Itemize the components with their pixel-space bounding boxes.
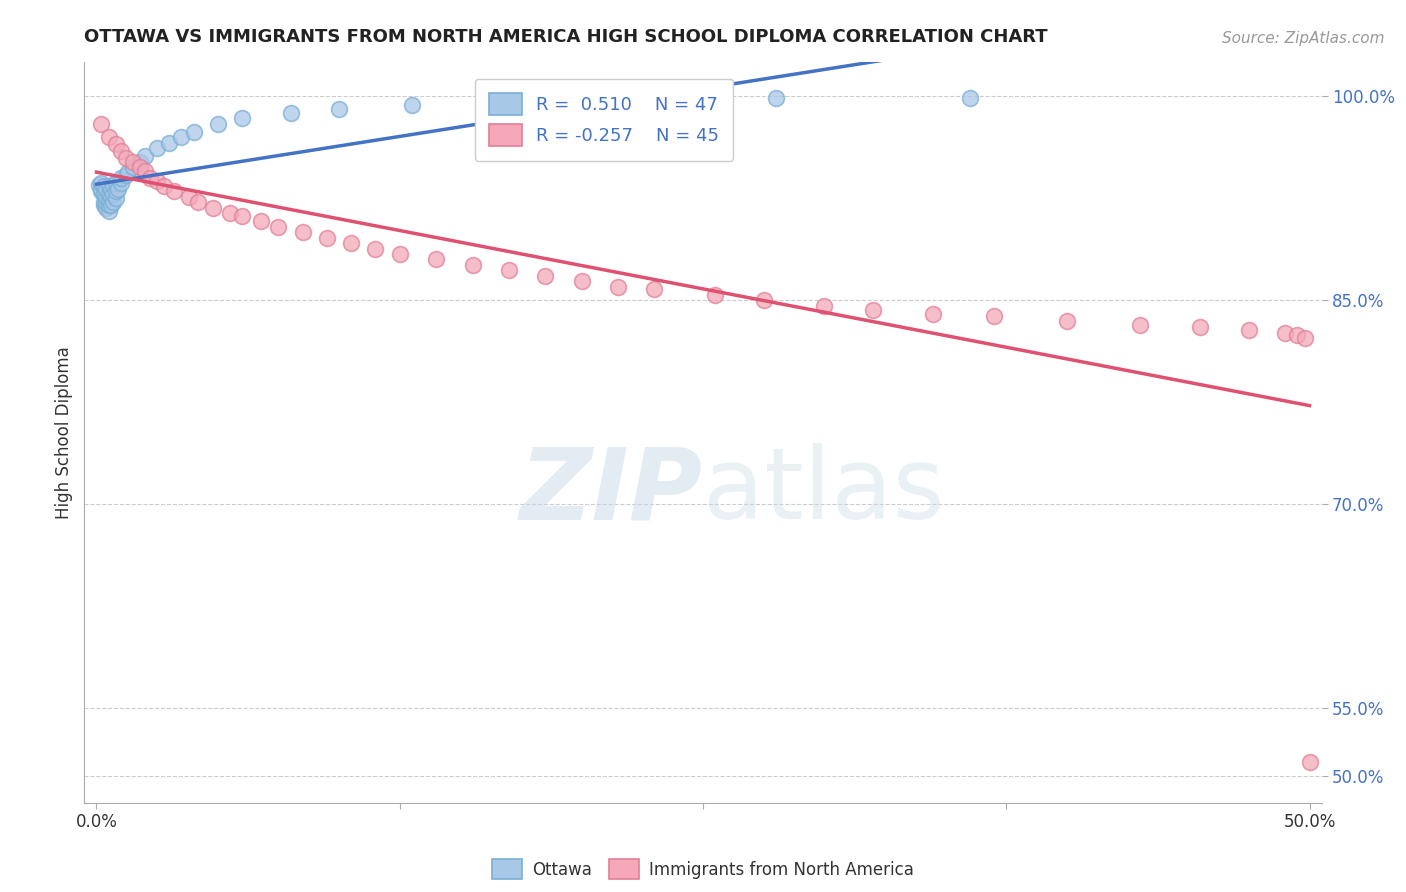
- Point: [93, 195, 115, 210]
- Point: [96, 190, 118, 204]
- Point: [97, 179, 120, 194]
- Point: [107, 182, 129, 196]
- Text: atlas: atlas: [703, 443, 945, 541]
- Point: [364, 242, 387, 256]
- Point: [813, 299, 835, 313]
- Point: [103, 187, 125, 202]
- Y-axis label: High School Diploma: High School Diploma: [55, 346, 73, 519]
- Point: [187, 195, 209, 210]
- Point: [1237, 323, 1260, 337]
- Point: [146, 141, 169, 155]
- Point: [401, 97, 423, 112]
- Point: [1129, 318, 1152, 332]
- Point: [97, 203, 120, 218]
- Point: [134, 149, 156, 163]
- Point: [103, 178, 125, 192]
- Point: [104, 177, 127, 191]
- Point: [110, 144, 132, 158]
- Point: [250, 214, 273, 228]
- Point: [122, 160, 145, 174]
- Point: [90, 177, 112, 191]
- Point: [1298, 755, 1320, 769]
- Point: [104, 185, 127, 199]
- Point: [96, 195, 118, 210]
- Point: [103, 195, 125, 210]
- Point: [498, 263, 520, 277]
- Point: [146, 173, 169, 187]
- Point: [114, 168, 136, 182]
- Point: [93, 187, 115, 202]
- Point: [163, 185, 186, 199]
- Point: [104, 191, 127, 205]
- Point: [1056, 313, 1078, 327]
- Point: [922, 307, 945, 321]
- Point: [267, 219, 290, 234]
- Point: [100, 198, 122, 212]
- Point: [134, 164, 156, 178]
- Point: [100, 182, 122, 196]
- Point: [110, 177, 132, 191]
- Text: OTTAWA VS IMMIGRANTS FROM NORTH AMERICA HIGH SCHOOL DIPLOMA CORRELATION CHART: OTTAWA VS IMMIGRANTS FROM NORTH AMERICA …: [84, 28, 1047, 45]
- Point: [1294, 331, 1316, 345]
- Point: [201, 201, 224, 215]
- Point: [534, 268, 557, 283]
- Point: [117, 165, 139, 179]
- Point: [177, 190, 200, 204]
- Point: [104, 136, 127, 151]
- Point: [96, 201, 118, 215]
- Point: [388, 247, 411, 261]
- Legend: R =  0.510    N = 47, R = -0.257    N = 45: R = 0.510 N = 47, R = -0.257 N = 45: [475, 78, 734, 161]
- Point: [219, 206, 242, 220]
- Point: [100, 190, 122, 204]
- Point: [340, 236, 363, 251]
- Point: [231, 209, 253, 223]
- Point: [983, 310, 1005, 324]
- Point: [87, 178, 110, 192]
- Point: [129, 154, 152, 169]
- Point: [959, 91, 981, 105]
- Point: [90, 117, 112, 131]
- Point: [291, 225, 314, 239]
- Text: ZIP: ZIP: [520, 443, 703, 541]
- Point: [1286, 328, 1309, 343]
- Point: [1189, 320, 1212, 334]
- Point: [110, 170, 132, 185]
- Point: [571, 274, 593, 288]
- Point: [122, 154, 145, 169]
- Point: [280, 105, 302, 120]
- Point: [97, 198, 120, 212]
- Point: [643, 282, 665, 296]
- Point: [1274, 326, 1296, 340]
- Point: [114, 151, 136, 165]
- Point: [170, 130, 193, 145]
- Point: [752, 293, 775, 308]
- Point: [97, 187, 120, 202]
- Point: [96, 182, 118, 196]
- Text: Source: ZipAtlas.com: Source: ZipAtlas.com: [1222, 31, 1385, 46]
- Point: [316, 230, 339, 244]
- Point: [571, 92, 593, 106]
- Point: [139, 170, 162, 185]
- Point: [461, 258, 484, 272]
- Point: [183, 125, 205, 139]
- Point: [862, 302, 884, 317]
- Point: [129, 160, 152, 174]
- Point: [607, 279, 630, 293]
- Point: [90, 182, 112, 196]
- Point: [93, 179, 115, 194]
- Legend: Ottawa, Immigrants from North America: Ottawa, Immigrants from North America: [492, 859, 914, 880]
- Point: [207, 117, 229, 131]
- Point: [97, 130, 120, 145]
- Point: [425, 252, 447, 267]
- Point: [328, 102, 350, 116]
- Point: [231, 111, 253, 125]
- Point: [474, 95, 496, 109]
- Point: [704, 287, 727, 301]
- Point: [153, 179, 176, 194]
- Point: [97, 193, 120, 207]
- Point: [765, 91, 787, 105]
- Point: [157, 136, 180, 150]
- Point: [90, 185, 112, 199]
- Point: [93, 198, 115, 212]
